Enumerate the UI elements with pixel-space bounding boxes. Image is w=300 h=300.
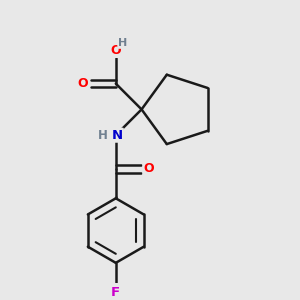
Text: H: H: [118, 38, 128, 48]
Text: O: O: [143, 162, 154, 176]
Text: N: N: [112, 129, 123, 142]
Text: O: O: [110, 44, 121, 57]
Text: H: H: [98, 129, 108, 142]
Text: O: O: [78, 77, 88, 90]
Text: F: F: [111, 286, 120, 299]
